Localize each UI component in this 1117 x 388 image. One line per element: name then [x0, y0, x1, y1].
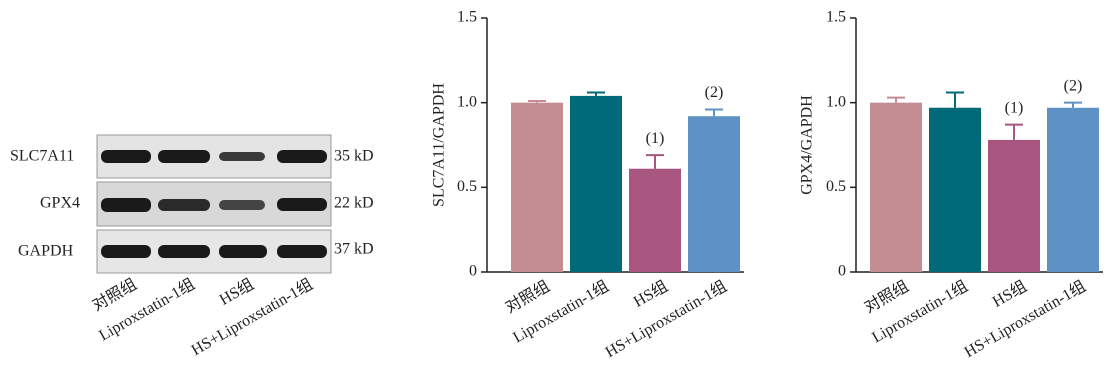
- band: [101, 150, 151, 163]
- annotation: (2): [705, 84, 724, 101]
- y-tick-label: 1.5: [457, 9, 477, 26]
- band: [277, 150, 327, 163]
- bar: [1047, 108, 1099, 272]
- blot: SLC7A11 GPX4 GAPDH 35 kD 22 kD 37 kD 对照组…: [10, 135, 374, 359]
- bar: [870, 103, 922, 272]
- error-bar: [705, 109, 723, 116]
- band: [158, 150, 210, 163]
- y-tick-label: 1.5: [826, 9, 846, 26]
- row-label: SLC7A11: [10, 148, 74, 165]
- y-tick-label: 0: [838, 263, 846, 280]
- size-label: 22 kD: [334, 195, 374, 212]
- y-tick-label: 1.0: [457, 93, 477, 110]
- x-tick-label: HS组: [989, 277, 1030, 311]
- bar: [511, 103, 563, 272]
- y-tick-label: 0.5: [457, 178, 477, 195]
- bar: [929, 108, 981, 272]
- bar: [570, 96, 622, 272]
- error-bar: [646, 155, 664, 169]
- error-bar: [528, 101, 546, 103]
- band: [277, 198, 327, 211]
- row-label: GPX4: [40, 195, 80, 212]
- bar: [688, 116, 740, 272]
- lane-label: HS组: [216, 275, 257, 309]
- y-axis-label: SLC7A11/GAPDH: [431, 83, 448, 207]
- lane-label: Liproxstatin-1组: [96, 275, 198, 344]
- band: [101, 198, 151, 212]
- band: [101, 245, 151, 258]
- x-tick-label: Liproxstatin-1组: [510, 277, 612, 346]
- size-label: 37 kD: [334, 241, 374, 258]
- error-bar: [587, 93, 605, 96]
- error-bar: [887, 98, 905, 103]
- annotation: (1): [646, 130, 665, 147]
- x-tick-label: HS组: [630, 277, 671, 311]
- band: [158, 245, 210, 258]
- bar: [629, 169, 681, 272]
- error-bar: [946, 93, 964, 108]
- y-tick-label: 1.0: [826, 93, 846, 110]
- annotation: (1): [1005, 99, 1024, 116]
- y-axis-label: GPX4/GAPDH: [799, 95, 816, 195]
- size-label: 35 kD: [334, 148, 374, 165]
- band: [277, 245, 327, 258]
- band: [219, 245, 267, 258]
- error-bar: [1064, 103, 1082, 108]
- x-tick-label: Liproxstatin-1组: [869, 277, 971, 346]
- y-tick-label: 0.5: [826, 178, 846, 195]
- row-label: GAPDH: [18, 243, 74, 260]
- y-tick-label: 0: [469, 263, 477, 280]
- band: [158, 199, 210, 211]
- bar: [988, 140, 1040, 272]
- error-bar: [1005, 125, 1023, 140]
- band: [219, 152, 265, 161]
- annotation: (2): [1064, 77, 1083, 94]
- band: [219, 200, 265, 210]
- figure: SLC7A11 GPX4 GAPDH 35 kD 22 kD 37 kD 对照组…: [0, 0, 1117, 388]
